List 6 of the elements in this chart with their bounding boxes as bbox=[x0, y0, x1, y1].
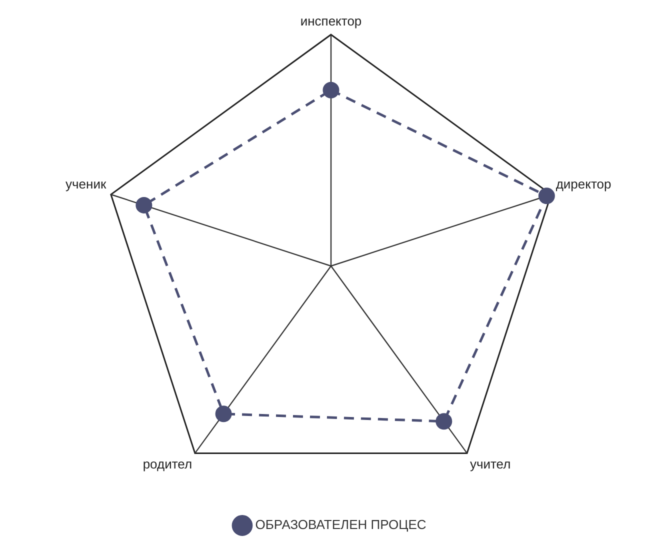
legend-label: ОБРАЗОВАТЕЛЕН ПРОЦЕС bbox=[255, 517, 426, 532]
spoke-label: инспектор bbox=[300, 13, 362, 28]
spoke-label: ученик bbox=[66, 176, 106, 192]
spoke-label: учител bbox=[470, 456, 511, 472]
spoke-label: директор bbox=[556, 176, 612, 192]
spoke-label: родител bbox=[142, 456, 192, 472]
